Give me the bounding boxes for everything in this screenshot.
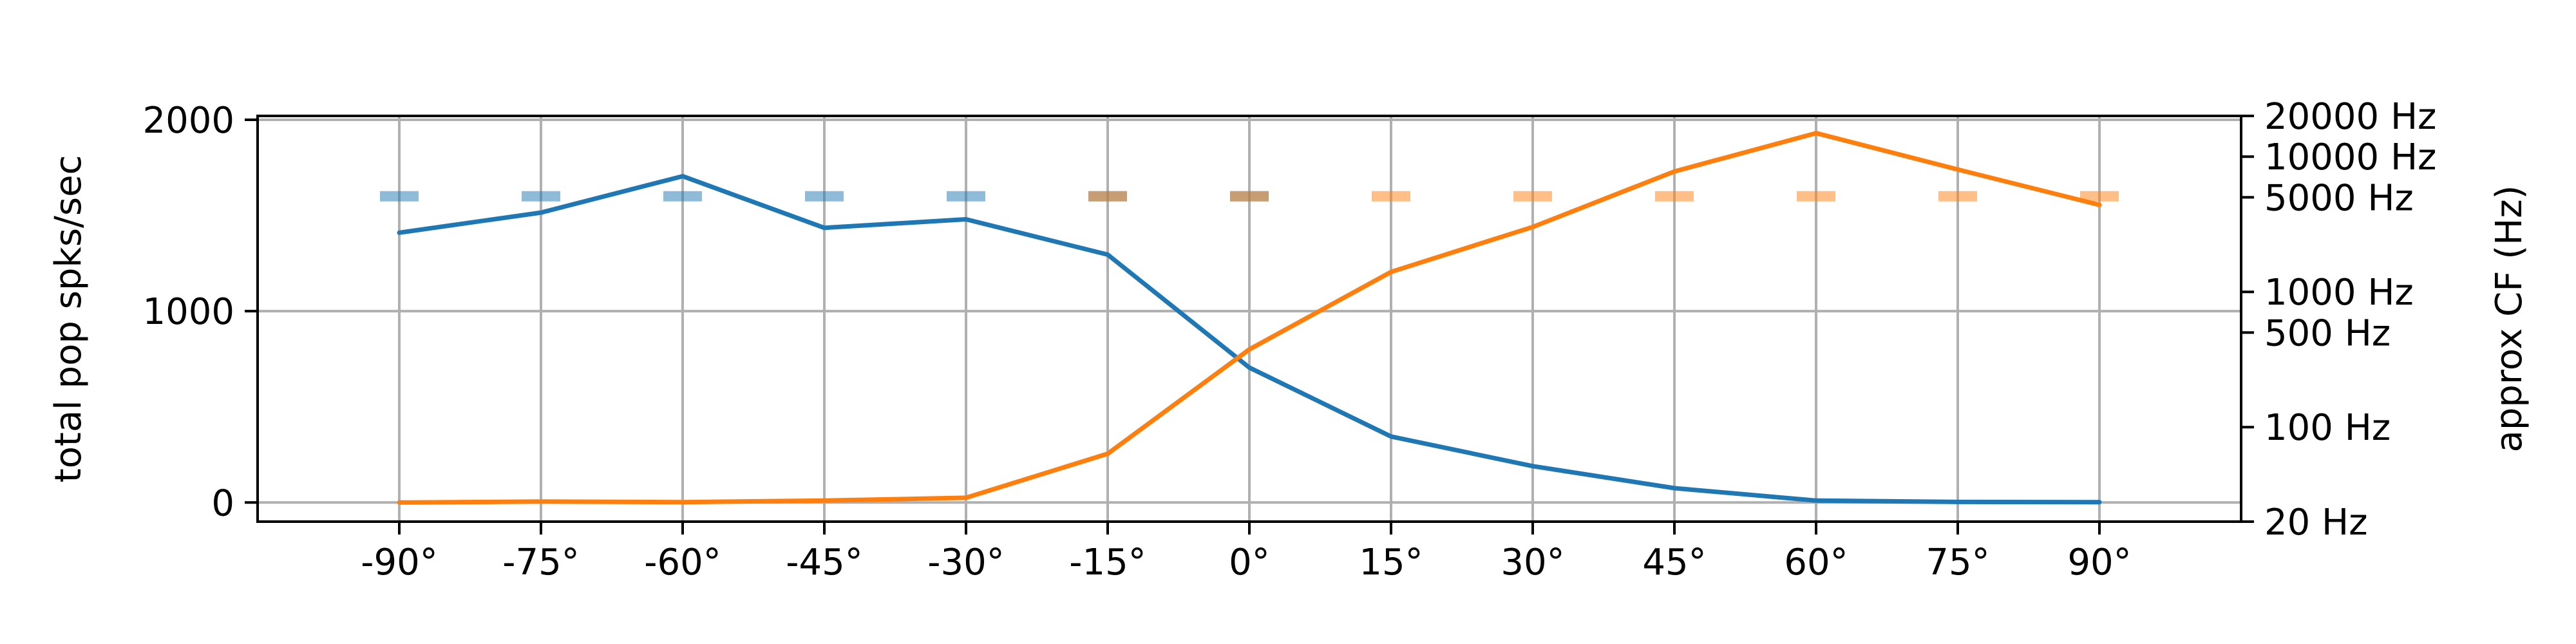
x-tick-label: 60°: [1784, 542, 1848, 583]
x-tick-label: 0°: [1229, 542, 1270, 583]
x-tick-label: -75°: [502, 542, 579, 583]
y2-tick-label: 20 Hz: [2264, 502, 2368, 544]
y2-tick-label: 1000 Hz: [2264, 272, 2414, 314]
x-tick-label: 90°: [2067, 542, 2131, 583]
series-line: [397, 131, 2102, 505]
x-tick-label: 30°: [1501, 542, 1564, 583]
x-tick-label: -45°: [786, 542, 862, 583]
x-tick-label: 15°: [1359, 542, 1423, 583]
y-tick-label: 1000: [142, 291, 234, 333]
grid-layer: [258, 116, 2241, 522]
x-tick-label: 75°: [1926, 542, 1989, 583]
tick-layer: -90° -75° -60° -45° -30° -15° 0° 15° 30° 45° 60° 75…: [142, 96, 2436, 583]
y2-axis-title: approx CF (Hz): [2488, 185, 2530, 453]
x-tick-label: 45°: [1642, 542, 1706, 583]
x-tick-label: -60°: [644, 542, 721, 583]
y2-tick-label: 20000 Hz: [2264, 96, 2436, 138]
x-tick-label: -90°: [361, 542, 437, 583]
series-line: [397, 174, 2102, 505]
series-layer: [397, 131, 2102, 505]
y2-tick-label: 100 Hz: [2264, 407, 2391, 449]
y2-tick-label: 500 Hz: [2264, 312, 2391, 354]
y2-tick-label: 5000 Hz: [2264, 177, 2414, 219]
y-tick-label: 0: [211, 482, 234, 524]
x-tick-label: -15°: [1069, 542, 1146, 583]
y-axis-title: total pop spks/sec: [48, 155, 90, 483]
x-tick-label: -30°: [927, 542, 1004, 583]
y-tick-label: 2000: [142, 100, 234, 142]
y2-tick-label: 10000 Hz: [2264, 137, 2436, 178]
